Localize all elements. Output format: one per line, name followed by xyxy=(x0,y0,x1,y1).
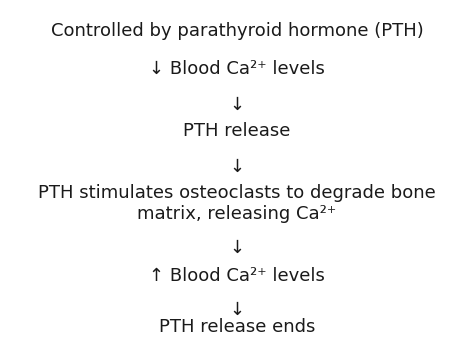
Text: ↓ Blood Ca²⁺ levels: ↓ Blood Ca²⁺ levels xyxy=(149,60,325,78)
Text: ↓: ↓ xyxy=(229,239,245,257)
Text: PTH release: PTH release xyxy=(183,122,291,140)
Text: Controlled by parathyroid hormone (PTH): Controlled by parathyroid hormone (PTH) xyxy=(51,22,423,40)
Text: ↓: ↓ xyxy=(229,301,245,319)
Text: ↓: ↓ xyxy=(229,96,245,114)
Text: PTH stimulates osteoclasts to degrade bone
matrix, releasing Ca²⁺: PTH stimulates osteoclasts to degrade bo… xyxy=(38,184,436,223)
Text: PTH release ends: PTH release ends xyxy=(159,319,315,336)
Text: ↓: ↓ xyxy=(229,158,245,176)
Text: ↑ Blood Ca²⁺ levels: ↑ Blood Ca²⁺ levels xyxy=(149,267,325,285)
